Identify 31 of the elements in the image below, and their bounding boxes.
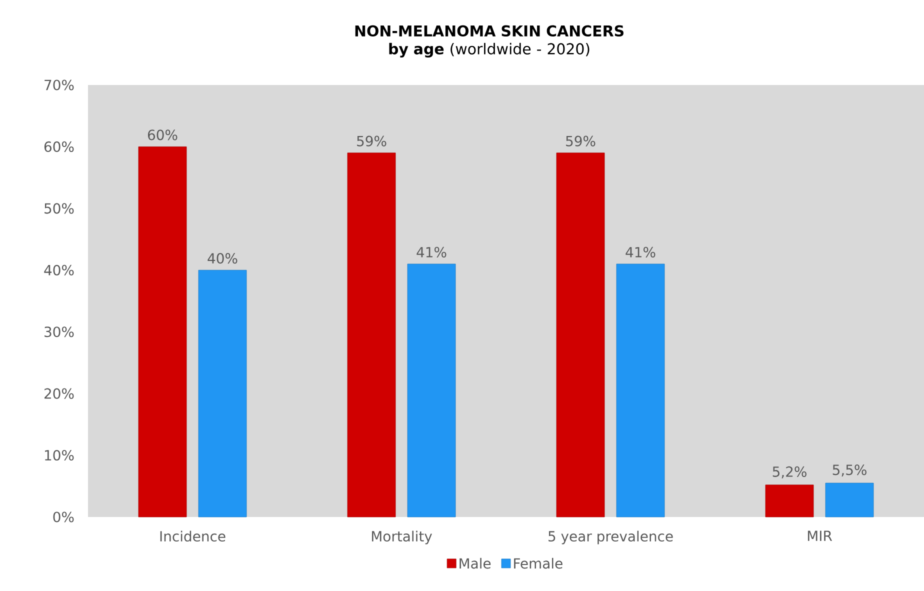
y-tick-label: 30% [44,326,74,338]
y-tick-label: 0% [53,512,74,522]
bar [556,152,605,518]
data-label: 59% [357,136,386,146]
data-label: 41% [416,246,446,258]
data-label: 5,5% [832,464,866,477]
bar [347,152,396,518]
y-tick-label: 10% [45,450,74,461]
bar [138,146,187,518]
y-tick-label: 20% [44,388,74,399]
y-tick-label: 70% [44,80,74,90]
data-label: 59% [566,136,596,146]
data-label: 60% [148,130,178,140]
x-tick-label: MIR [808,530,832,541]
x-tick-label: Incidence [160,530,226,542]
bar [825,482,874,518]
y-tick-label: 40% [44,264,74,276]
bar [407,264,456,518]
data-label: 5,2% [772,466,806,478]
legend-label: Female [514,558,562,569]
y-tick-label: 50% [44,203,74,214]
data-label: 40% [208,253,238,264]
y-tick-label: 60% [44,141,74,152]
legend-label: Male [460,558,491,569]
chart-title: NON-MELANOMA SKIN CANCERS by age (worldwide - 2020) [355,25,624,58]
x-tick-label: Mortality [372,530,432,544]
bar [198,270,247,518]
bar [616,264,665,518]
bar [765,484,814,518]
x-tick-label: 5 year prevalence [548,530,673,544]
data-label: 41% [626,246,656,258]
